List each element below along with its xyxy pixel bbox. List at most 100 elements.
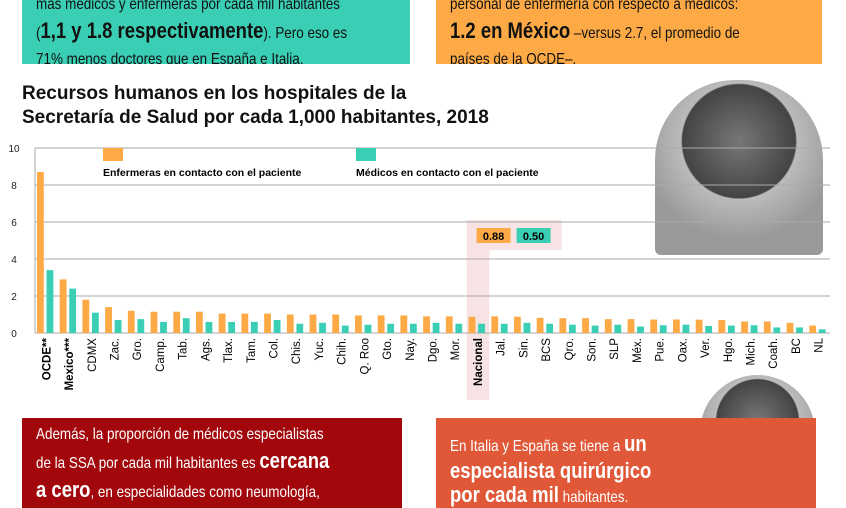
bar-nurses: [491, 316, 499, 333]
text: , en especialidades como neumología,: [90, 484, 320, 501]
bar-nurses: [105, 307, 112, 333]
y-tick-label: 2: [11, 292, 17, 303]
text-line: por cada mil habitantes.: [450, 483, 746, 508]
highlight-text: 1,1 y 1.8 respectivamente: [40, 18, 264, 43]
bar-nurses: [559, 318, 567, 333]
bar-doctors: [319, 322, 326, 333]
x-tick-label: Chih.: [337, 338, 349, 365]
bar-doctors: [773, 327, 781, 333]
text: de la SSA por cada mil habitantes es: [36, 455, 260, 472]
bar-doctors: [796, 327, 803, 333]
bar-doctors: [114, 320, 122, 333]
bar-nurses: [582, 318, 589, 333]
bar-nurses: [650, 319, 658, 333]
bar-nurses: [332, 314, 340, 333]
x-tick-label: Gro.: [132, 338, 144, 360]
text-line: países de la OCDE–.: [450, 51, 577, 64]
bar-doctors: [273, 320, 281, 333]
title-line: Secretaría de Salud por cada 1,000 habit…: [22, 107, 489, 128]
text-line: 71% menos doctores que en España e Itali…: [36, 51, 304, 64]
bar-doctors: [91, 312, 99, 333]
x-tick-label: OCDE**: [41, 337, 53, 380]
text-line: (1,1 y 1.8 respectivamente). Pero eso es: [36, 18, 348, 43]
bar-doctors: [160, 321, 167, 333]
x-tick-label: Coah.: [768, 338, 780, 369]
x-tick-label: Q. Roo: [359, 338, 371, 374]
x-tick-label: BCS: [541, 338, 553, 362]
bar-doctors: [478, 323, 485, 333]
bar-doctors: [250, 321, 258, 333]
chart-title: Recursos humanos en los hospitales de la…: [22, 82, 489, 130]
bar-nurses: [309, 314, 317, 333]
x-tick-label: Nacional: [473, 338, 485, 386]
x-tick-label: Méx.: [632, 338, 644, 363]
bar-nurses: [809, 325, 817, 333]
x-tick-label: Mor.: [450, 338, 462, 360]
y-tick-label: 0: [11, 329, 17, 340]
text-line: 1.2 en México –versus 2.7, el promedio d…: [450, 18, 751, 47]
bar-doctors: [523, 322, 531, 333]
x-tick-label: Nay.: [405, 338, 417, 361]
info-box-surgeons: En Italia y España se tiene a un especia…: [436, 418, 816, 508]
bar-nurses: [377, 315, 385, 333]
y-tick-label: 6: [11, 218, 17, 229]
bar-nurses: [286, 314, 294, 333]
bar-doctors: [659, 325, 667, 333]
value-label: 0.88: [483, 231, 504, 243]
bar-doctors: [137, 319, 145, 333]
bar-nurses: [127, 310, 135, 333]
y-tick-label: 10: [8, 144, 20, 155]
bar-doctors: [387, 323, 395, 333]
bar-doctors: [614, 324, 622, 333]
value-label-bg: [516, 228, 551, 243]
x-tick-label: Ver.: [700, 338, 712, 358]
text-line: Además, la proporción de médicos especia…: [36, 426, 324, 443]
bar-nurses: [536, 317, 544, 333]
bar-nurses: [786, 322, 794, 333]
x-tick-label: Dgo.: [428, 338, 440, 362]
x-tick-label: SLP: [609, 338, 621, 360]
x-tick-label: Chis.: [291, 338, 303, 364]
bar-nurses: [218, 313, 226, 333]
highlight-text: a cero: [36, 477, 91, 502]
highlight-text: un: [624, 431, 647, 456]
info-box-specialists: Además, la proporción de médicos especia…: [22, 418, 402, 508]
x-tick-label: Mexico***: [64, 337, 76, 390]
bar-doctors: [409, 323, 417, 333]
text-line: personal de enfermería con respecto a mé…: [450, 0, 739, 13]
highlight-band: [466, 220, 490, 400]
x-tick-label: Col.: [269, 338, 281, 358]
x-tick-label: CDMX: [87, 338, 99, 372]
x-tick-label: Tam.: [246, 338, 258, 363]
bar-doctors: [69, 288, 77, 333]
bar-nurses: [264, 313, 271, 333]
y-tick-label: 4: [11, 255, 17, 266]
x-tick-label: Zac.: [110, 338, 122, 360]
bar-nurses: [627, 319, 635, 333]
info-box-doctors-nurses: más médicos y enfermeras por cada mil ha…: [22, 0, 410, 64]
bar-doctors: [341, 325, 349, 333]
bar-doctors: [568, 324, 576, 333]
bar-nurses: [468, 316, 476, 333]
bar-doctors: [750, 325, 758, 333]
y-tick-label: 8: [11, 181, 17, 192]
bar-doctors: [46, 270, 54, 333]
x-tick-label: Son.: [587, 338, 599, 362]
x-tick-label: Camp.: [155, 338, 167, 372]
nurse-photo: [655, 80, 823, 255]
bar-doctors: [637, 326, 644, 333]
bar-nurses: [150, 311, 158, 333]
text-line: a cero, en especialidades como neumologí…: [36, 477, 332, 506]
bar-nurses: [673, 319, 680, 333]
bar-nurses: [695, 319, 703, 333]
bar-doctors: [228, 321, 236, 333]
x-tick-label: Jal.: [496, 338, 508, 356]
x-tick-label: Qro.: [564, 338, 576, 360]
bar-doctors: [182, 318, 190, 333]
bar-nurses: [241, 313, 249, 333]
text: . Pero eso es: [267, 25, 348, 42]
bar-doctors: [682, 324, 690, 333]
bar-nurses: [37, 172, 44, 333]
bar-doctors: [205, 321, 213, 333]
x-tick-label: Oax.: [677, 338, 689, 362]
